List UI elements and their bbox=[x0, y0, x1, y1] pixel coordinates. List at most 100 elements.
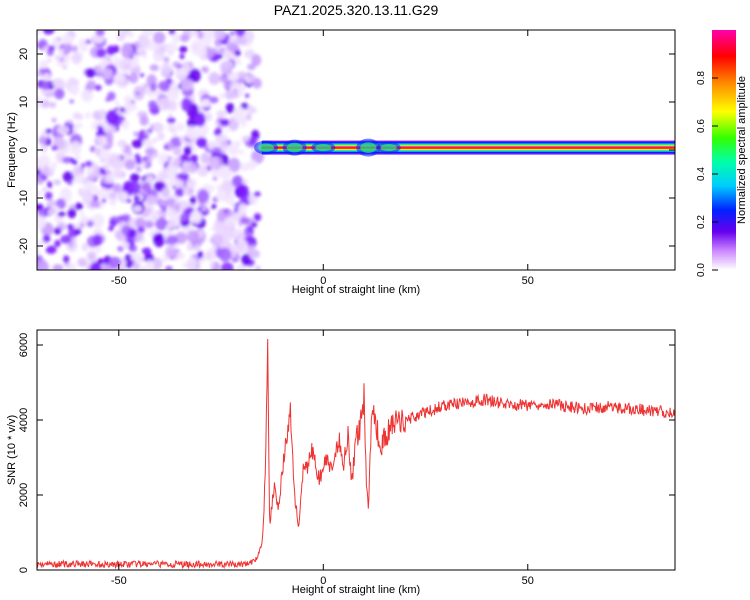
colorbar-tick-label: 0.6 bbox=[696, 119, 707, 133]
noise-blob bbox=[166, 235, 178, 245]
noise-blob bbox=[95, 30, 105, 37]
noise-blob bbox=[200, 152, 211, 164]
noise-blob bbox=[237, 184, 249, 198]
noise-blob bbox=[215, 134, 229, 144]
noise-blob bbox=[226, 42, 239, 52]
noise-blob bbox=[43, 72, 50, 80]
noise-blob bbox=[53, 179, 62, 186]
noise-blob bbox=[85, 160, 93, 168]
noise-blob bbox=[102, 68, 113, 80]
noise-blob bbox=[47, 208, 57, 215]
noise-blob bbox=[52, 264, 64, 270]
top-y-axis-label: Frequency (Hz) bbox=[6, 112, 18, 188]
noise-blob bbox=[132, 261, 141, 270]
noise-blob bbox=[98, 109, 107, 116]
noise-blob bbox=[223, 169, 234, 177]
noise-blob bbox=[49, 101, 57, 109]
noise-blob bbox=[74, 227, 82, 235]
noise-blob bbox=[74, 202, 84, 210]
noise-blob bbox=[174, 67, 188, 81]
noise-blob bbox=[109, 153, 122, 170]
noise-blob bbox=[214, 130, 219, 136]
noise-blob bbox=[185, 126, 198, 140]
noise-blob bbox=[192, 146, 197, 153]
noise-blob bbox=[175, 122, 186, 132]
noise-blob bbox=[143, 30, 155, 37]
noise-blob bbox=[213, 30, 227, 41]
noise-blob bbox=[197, 189, 210, 204]
noise-blob bbox=[186, 117, 197, 129]
noise-blob bbox=[116, 32, 126, 42]
noise-blob bbox=[141, 54, 148, 59]
top-y-tick-label: 0 bbox=[18, 147, 30, 153]
noise-blob bbox=[143, 253, 155, 263]
noise-blob bbox=[252, 77, 262, 89]
noise-blob bbox=[167, 100, 178, 112]
noise-blob bbox=[62, 171, 74, 183]
noise-blob bbox=[108, 256, 122, 268]
noise-blob bbox=[242, 178, 248, 185]
noise-blob bbox=[87, 251, 97, 262]
signal-band-layer bbox=[261, 147, 675, 149]
signal-burst-core bbox=[360, 142, 377, 154]
noise-blob bbox=[51, 117, 57, 123]
noise-blob bbox=[67, 208, 77, 219]
noise-blob bbox=[69, 83, 80, 96]
noise-blob bbox=[117, 139, 128, 147]
noise-blob bbox=[37, 247, 41, 255]
noise-blob bbox=[186, 206, 195, 213]
noise-blob bbox=[135, 166, 142, 173]
noise-blob bbox=[164, 56, 169, 63]
noise-blob bbox=[197, 164, 209, 177]
noise-blob bbox=[141, 51, 147, 55]
top-x-tick-label: 50 bbox=[522, 275, 534, 287]
noise-blob bbox=[219, 118, 230, 127]
bottom-y-axis-label: SNR (10 * v/v) bbox=[6, 415, 18, 485]
noise-blob bbox=[72, 223, 81, 229]
bottom-y-tick-label: 2000 bbox=[18, 483, 30, 507]
noise-blob bbox=[126, 31, 135, 38]
noise-blob bbox=[235, 211, 242, 218]
noise-blob bbox=[224, 90, 236, 100]
signal-burst-core bbox=[315, 144, 332, 152]
noise-blob bbox=[241, 121, 247, 128]
noise-blob bbox=[69, 99, 74, 104]
noise-blob bbox=[139, 73, 145, 77]
noise-blob bbox=[67, 262, 77, 270]
noise-blob bbox=[139, 115, 149, 126]
noise-blob bbox=[42, 30, 55, 35]
noise-blob bbox=[66, 223, 75, 230]
spectrogram-plot-area bbox=[37, 30, 675, 270]
noise-blob bbox=[162, 254, 169, 263]
noise-blob bbox=[103, 179, 108, 184]
noise-blob bbox=[128, 181, 141, 195]
noise-blob bbox=[165, 245, 177, 258]
noise-blob bbox=[178, 46, 188, 53]
noise-blob bbox=[218, 247, 232, 262]
noise-blob bbox=[75, 154, 81, 161]
noise-blob bbox=[123, 102, 136, 112]
noise-blob bbox=[116, 232, 125, 242]
noise-blob bbox=[189, 197, 197, 205]
noise-blob bbox=[253, 213, 262, 222]
noise-blob bbox=[224, 129, 229, 133]
noise-blob bbox=[183, 145, 192, 156]
noise-blob bbox=[232, 91, 239, 99]
noise-blob bbox=[56, 125, 70, 135]
noise-blob bbox=[216, 110, 227, 118]
noise-blob bbox=[63, 189, 68, 195]
noise-blob bbox=[124, 159, 136, 170]
bottom-plot-frame bbox=[36, 329, 676, 571]
noise-blob bbox=[233, 106, 246, 123]
noise-blob bbox=[178, 172, 190, 181]
noise-blob bbox=[165, 222, 173, 230]
noise-region bbox=[37, 30, 265, 270]
noise-blob bbox=[153, 232, 165, 248]
noise-blob bbox=[120, 191, 129, 201]
noise-blob bbox=[94, 246, 102, 253]
noise-blob bbox=[179, 53, 185, 60]
noise-blob bbox=[101, 198, 107, 203]
noise-blob bbox=[251, 221, 258, 228]
bottom-x-tick-label: 0 bbox=[320, 575, 326, 587]
noise-blob bbox=[209, 96, 219, 104]
